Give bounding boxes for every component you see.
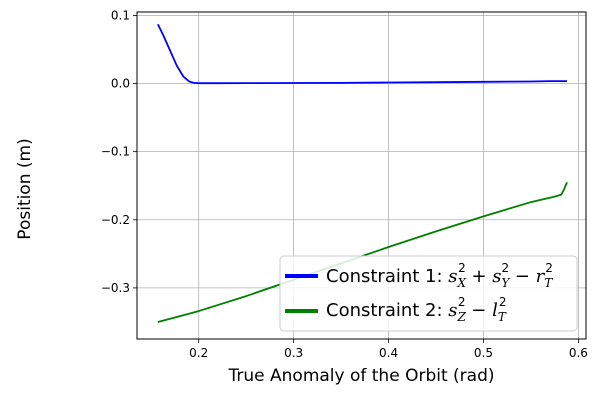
x-tick-label: 0.4: [379, 346, 398, 360]
legend-entry-constraint-2-prefix: Constraint 2:: [326, 300, 448, 321]
plot-frame: [136, 11, 587, 340]
x-axis-label: True Anomaly of the Orbit (rad): [228, 366, 495, 386]
legend-entry-constraint-1-prefix: Constraint 1:: [326, 266, 448, 287]
x-tick-label: 0.5: [474, 346, 493, 360]
x-axis-ticks: 0.2 0.3 0.4 0.5 0.6: [189, 339, 588, 360]
legend: Constraint 1: sX2 + sY2 − rT2 Constraint…: [279, 255, 578, 332]
y-axis-label: Position (m): [15, 138, 35, 239]
x-tick-label: 0.2: [189, 346, 208, 360]
x-tick-label: 0.3: [284, 346, 303, 360]
series-line-constraint-2: [157, 181, 568, 323]
y-tick-label: −0.2: [101, 213, 130, 227]
y-tick-label: −0.3: [101, 281, 130, 295]
legend-box: [279, 255, 578, 332]
y-axis-ticks: 0.1 0.0 −0.1 −0.2 −0.3: [101, 8, 137, 295]
x-tick-label: 0.6: [569, 346, 588, 360]
legend-entry-constraint-2: Constraint 2: sZ2 − lT2: [326, 295, 507, 324]
y-tick-label: 0.0: [111, 77, 130, 91]
legend-entry-constraint-1: Constraint 1: sX2 + sY2 − rT2: [326, 261, 553, 290]
y-tick-label: −0.1: [101, 145, 130, 159]
y-tick-label: 0.1: [111, 8, 130, 22]
series-line-constraint-1: [157, 23, 568, 85]
series-layer: [157, 23, 568, 323]
axes-frame: [136, 11, 587, 340]
